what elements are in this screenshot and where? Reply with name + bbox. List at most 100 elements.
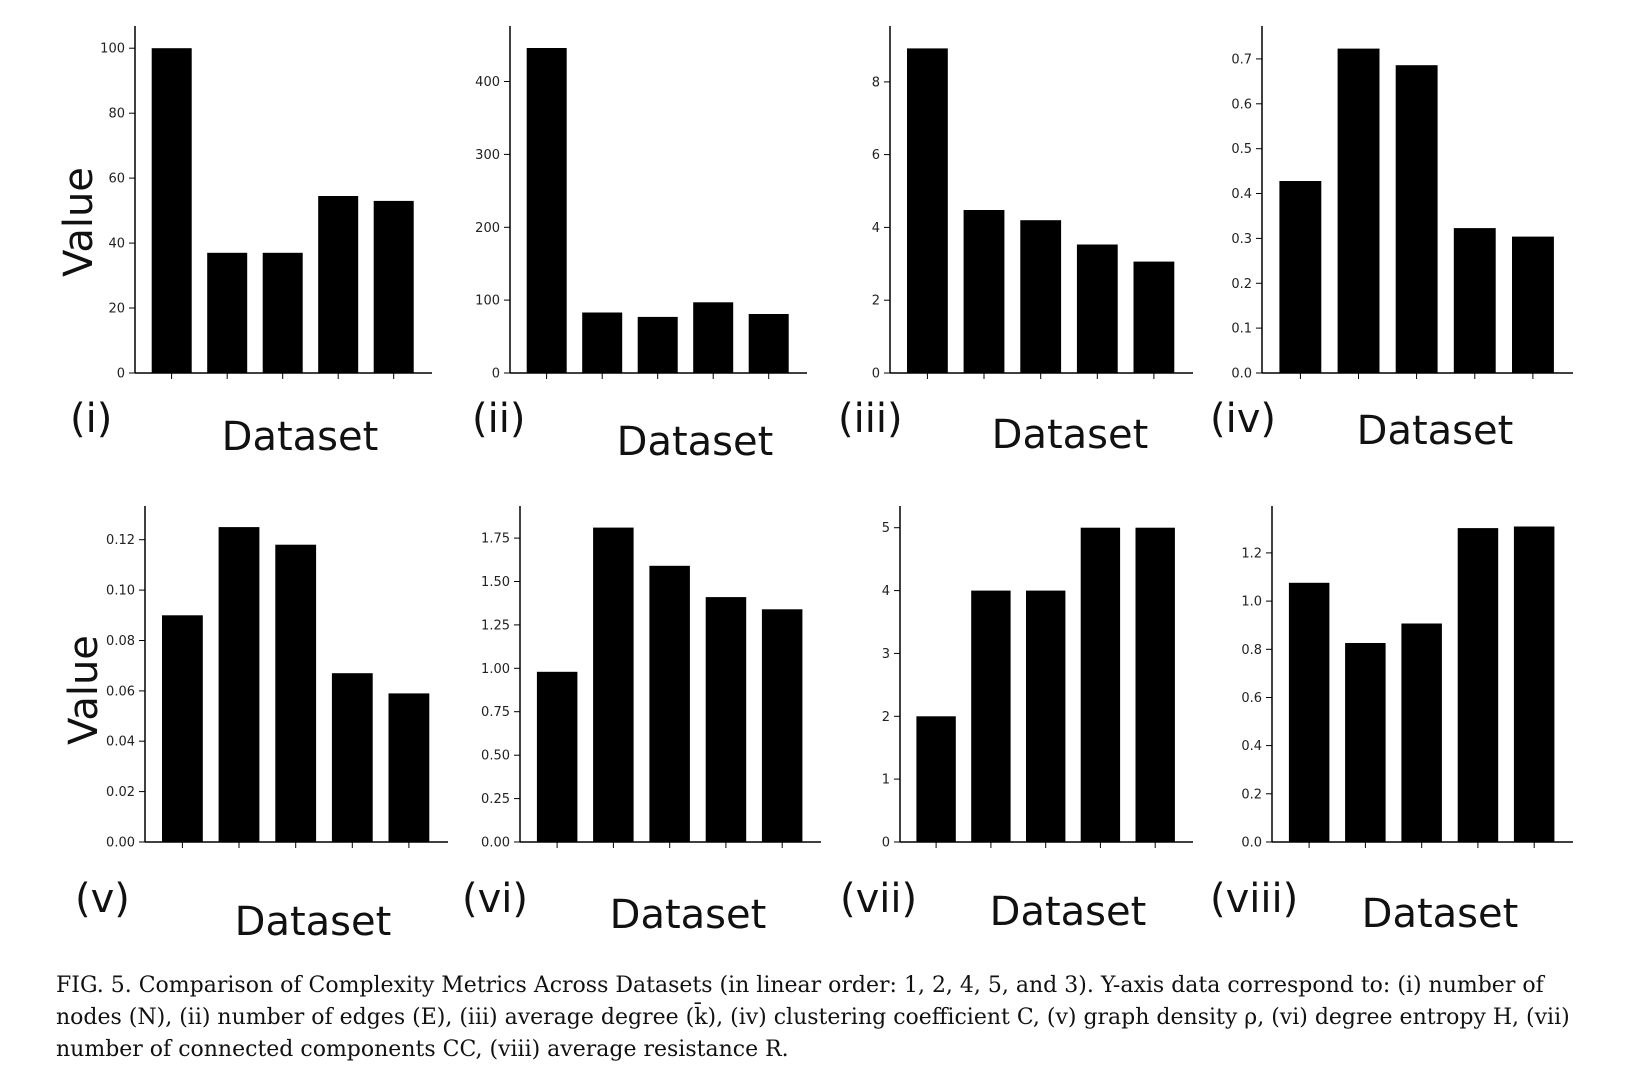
y-tick-label: 0 [492,367,500,382]
x-axis-label: Dataset [990,889,1147,935]
y-tick-label: 300 [475,148,500,163]
bar-3 [1401,623,1442,842]
bar-5 [748,314,789,373]
bar-5 [388,693,430,842]
bar-1 [907,48,948,374]
x-axis-label: Dataset [1357,408,1514,454]
bar-3 [1026,590,1066,842]
y-axis-label: Value [56,167,102,277]
y-tick-label: 0.02 [106,785,135,800]
bar-1 [1288,582,1330,842]
bar-1 [162,615,203,842]
panel-label: (i) [70,396,112,442]
y-tick-label: 1.75 [481,532,510,547]
y-tick-label: 60 [108,172,125,187]
y-tick-label: 0.8 [1241,643,1262,658]
x-axis-label: Dataset [222,414,379,460]
y-tick-label: 0.0 [1231,367,1252,382]
y-tick-label: 0.00 [106,836,135,851]
y-tick-label: 0 [882,836,890,851]
bar-2 [971,590,1011,842]
y-tick-label: 0.08 [106,634,135,649]
y-tick-label: 20 [108,302,125,317]
bar-2 [207,252,248,373]
y-tick-label: 0.3 [1231,232,1252,247]
y-tick-label: 0 [872,367,880,382]
bar-2 [582,312,623,373]
y-tick-label: 80 [108,107,125,122]
y-tick-label: 0.00 [481,836,510,851]
y-tick-label: 1.2 [1241,546,1262,561]
y-tick-label: 1 [882,773,890,788]
bar-1 [151,48,192,373]
chart-panel-1: 0 20 40 60 80 100 (i) Dataset Value [56,26,432,460]
chart-panel-7: 0 1 2 3 4 5 (vii) Dataset [840,506,1193,935]
bar-1 [526,48,567,373]
figure-caption: FIG. 5. Comparison of Complexity Metrics… [56,973,1570,1062]
panel-label: (v) [75,876,130,922]
y-tick-label: 0.06 [106,684,135,699]
y-tick-label: 0.25 [481,792,510,807]
bar-5 [1135,527,1175,842]
bar-3 [649,565,690,842]
y-tick-label: 1.0 [1241,595,1262,610]
bar-4 [1457,528,1499,842]
y-tick-label: 0.6 [1241,691,1262,706]
bar-4 [1453,228,1496,373]
panel-label: (ii) [472,396,525,442]
chart-panel-4: 0.0 0.1 0.2 0.3 0.4 0.5 0.6 0.7 (iv) Dataset [1210,26,1573,454]
y-tick-label: 0.12 [106,533,135,548]
bar-5 [373,200,414,373]
y-tick-label: 5 [882,521,890,536]
y-tick-label: 200 [475,221,500,236]
x-axis-label: Dataset [235,899,392,945]
chart-panel-6: 0.00 0.25 0.50 0.75 1.00 1.25 1.50 1.75 (vi) Data… [462,506,821,938]
bar-3 [275,544,317,842]
y-tick-label: 0.5 [1231,142,1252,157]
chart-panel-2: 0 100 200 300 400 (ii) Dataset [472,26,807,465]
bar-4 [1076,244,1118,373]
y-tick-label: 100 [100,42,125,57]
bar-5 [761,609,803,842]
bar-2 [218,527,260,842]
bar-1 [536,671,578,842]
bar-3 [1395,65,1438,373]
bar-4 [331,673,373,842]
y-tick-label: 0.0 [1241,836,1262,851]
y-tick-label: 0.10 [106,584,135,599]
y-tick-label: 0.2 [1231,277,1252,292]
bar-4 [318,196,359,373]
bar-4 [1080,527,1121,842]
bar-2 [1345,643,1386,842]
bar-2 [963,210,1005,373]
x-axis-label: Dataset [1362,891,1519,937]
bar-4 [693,302,734,373]
y-tick-label: 4 [872,221,880,236]
panel-label: (iv) [1210,396,1276,442]
bar-2 [593,527,634,842]
y-tick-label: 6 [872,148,880,163]
x-axis-label: Dataset [610,892,767,938]
bar-3 [637,316,678,373]
bar-3 [1020,220,1062,373]
bar-3 [262,252,303,373]
y-tick-label: 8 [872,75,880,90]
y-tick-label: 0.4 [1241,739,1262,754]
bar-2 [1337,48,1380,373]
y-tick-label: 0 [117,367,125,382]
y-tick-label: 0.1 [1231,322,1252,337]
panel-label: (iii) [838,396,903,442]
bar-1 [1279,181,1322,373]
bar-1 [916,716,956,842]
x-axis-label: Dataset [992,412,1149,458]
y-tick-label: 0.04 [106,735,135,750]
y-tick-label: 1.50 [481,575,510,590]
y-tick-label: 4 [882,584,890,599]
y-tick-label: 0.6 [1231,97,1252,112]
bar-5 [1512,236,1554,373]
y-axis-label: Value [61,635,107,745]
bar-5 [1513,526,1555,842]
y-tick-label: 0.75 [481,705,510,720]
y-tick-label: 0.7 [1231,52,1252,67]
